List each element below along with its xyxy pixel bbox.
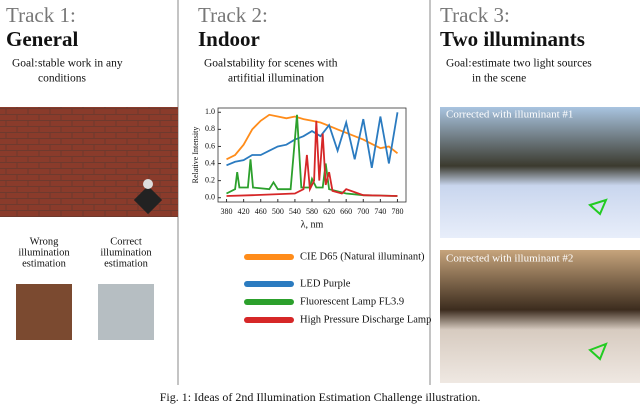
swatch-label: illumination	[100, 247, 152, 258]
track-label: Track 3:	[440, 3, 510, 27]
x-tick-label: 740	[374, 207, 386, 216]
x-tick-label: 380	[221, 207, 233, 216]
swatch-label: Wrong	[30, 236, 59, 247]
legend-label: Fluorescent Lamp FL3.9	[300, 296, 404, 307]
goal-label: Goal:	[446, 58, 472, 70]
x-tick-label: 420	[238, 207, 250, 216]
series-line	[226, 113, 399, 161]
swatch-label: estimation	[22, 258, 66, 269]
x-tick-label: 780	[391, 207, 403, 216]
x-tick-label: 460	[255, 207, 267, 216]
snow-photo	[440, 107, 640, 238]
legend-label: High Pressure Discharge Lamp	[300, 314, 431, 325]
caption: Fig. 1: Ideas of 2nd Illumination Estima…	[160, 390, 481, 404]
x-tick-label: 500	[272, 207, 284, 216]
x-tick-label: 580	[306, 207, 318, 216]
y-tick-label: 0.6	[205, 141, 215, 150]
goal-text: stability for scenes with	[228, 58, 338, 70]
marker	[588, 342, 608, 361]
track-label: Track 2:	[198, 3, 268, 27]
snow-photo	[440, 250, 640, 383]
goal-text: in the scene	[472, 73, 526, 85]
swatch-label: Correct	[110, 236, 142, 247]
track-label: Track 1:	[6, 3, 76, 27]
goal-text: artifitial illumination	[228, 73, 324, 85]
y-tick-label: 0.2	[205, 175, 215, 184]
x-axis-label: λ, nm	[301, 219, 324, 230]
goal-label: Goal:	[204, 58, 230, 70]
legend-label: LED Purple	[300, 278, 351, 289]
track-title: Indoor	[198, 27, 260, 51]
swatch-label: estimation	[104, 258, 148, 269]
goal-text: estimate two light sources	[472, 58, 592, 70]
y-tick-label: 0.8	[205, 124, 215, 133]
goal-text: conditions	[38, 73, 86, 85]
goal-label: Goal:	[12, 58, 38, 70]
x-tick-label: 540	[289, 207, 301, 216]
image-caption: Corrected with illuminant #1	[446, 109, 573, 121]
y-tick-label: 0.4	[205, 158, 215, 167]
y-tick-label: 1.0	[205, 107, 215, 116]
swatch	[16, 284, 72, 340]
swatch	[98, 284, 154, 340]
series-line	[226, 120, 398, 197]
legend-label: CIE D65 (Natural illuminant)	[300, 251, 425, 262]
x-tick-label: 620	[323, 207, 335, 216]
x-tick-label: 700	[357, 207, 369, 216]
swatch-label: illumination	[18, 247, 70, 258]
x-tick-label: 660	[340, 207, 352, 216]
track-title: Two illuminants	[440, 27, 585, 51]
y-axis-label: Relative Intensity	[191, 127, 200, 184]
series-line	[226, 112, 399, 168]
marker	[588, 198, 608, 216]
goal-text: stable work in any	[38, 58, 123, 70]
image-caption: Corrected with illuminant #2	[446, 253, 573, 265]
track-title: General	[6, 27, 78, 51]
y-tick-label: 0.0	[205, 193, 215, 202]
